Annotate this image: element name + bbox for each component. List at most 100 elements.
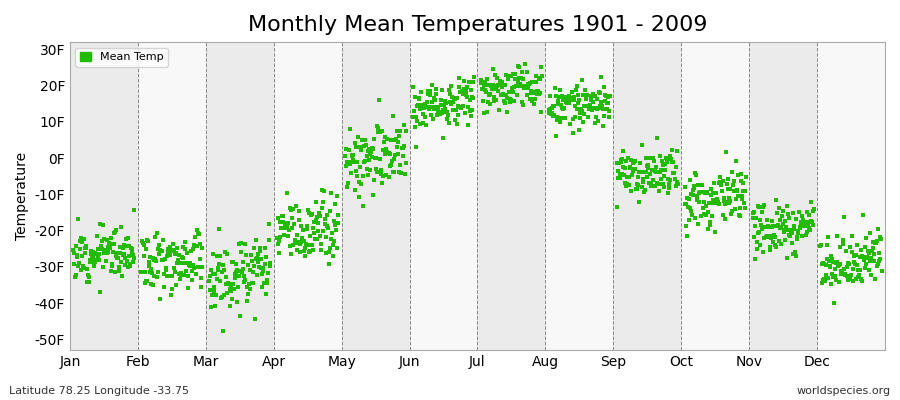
Point bbox=[465, 94, 480, 100]
Point bbox=[261, 270, 275, 277]
Point bbox=[125, 248, 140, 255]
Point bbox=[748, 256, 762, 262]
Point bbox=[791, 230, 806, 236]
Point bbox=[668, 176, 682, 182]
Point bbox=[669, 182, 683, 189]
Point bbox=[566, 94, 580, 100]
Point bbox=[482, 91, 497, 97]
Point bbox=[377, 139, 392, 146]
Point bbox=[341, 159, 356, 166]
Point bbox=[212, 261, 227, 267]
Point bbox=[338, 162, 353, 169]
Point bbox=[436, 134, 451, 141]
Point bbox=[173, 276, 187, 282]
Point bbox=[144, 280, 158, 287]
Point bbox=[363, 167, 377, 173]
Point bbox=[719, 198, 733, 205]
Point bbox=[108, 229, 122, 235]
Point bbox=[353, 164, 367, 171]
Point bbox=[76, 239, 90, 245]
Point bbox=[641, 162, 655, 168]
Point bbox=[76, 264, 91, 271]
Point bbox=[235, 269, 249, 276]
Point bbox=[657, 184, 671, 190]
Point bbox=[602, 108, 616, 115]
Point bbox=[769, 244, 783, 250]
Point bbox=[869, 262, 884, 269]
Point bbox=[716, 212, 730, 218]
Point bbox=[407, 108, 421, 114]
Point bbox=[412, 95, 427, 101]
Bar bbox=[749, 42, 817, 350]
Point bbox=[245, 258, 259, 264]
Point bbox=[826, 274, 841, 280]
Point bbox=[142, 268, 157, 275]
Point bbox=[635, 142, 650, 148]
Point bbox=[729, 196, 743, 203]
Point bbox=[322, 260, 337, 267]
Point bbox=[532, 90, 546, 97]
Point bbox=[423, 92, 437, 98]
Point bbox=[518, 61, 532, 67]
Point bbox=[856, 212, 870, 218]
Point bbox=[362, 157, 376, 163]
Point bbox=[618, 182, 633, 189]
Point bbox=[114, 259, 129, 266]
Point bbox=[305, 225, 320, 232]
Point bbox=[354, 180, 368, 187]
Point bbox=[750, 239, 764, 245]
Point bbox=[256, 265, 270, 272]
Point bbox=[834, 271, 849, 277]
Point bbox=[95, 238, 110, 244]
Point bbox=[160, 246, 175, 252]
Point bbox=[91, 254, 105, 260]
Point bbox=[760, 233, 775, 239]
Point bbox=[774, 241, 788, 247]
Point bbox=[763, 246, 778, 253]
Point bbox=[242, 281, 256, 288]
Point bbox=[420, 90, 435, 97]
Point bbox=[220, 251, 235, 258]
Point bbox=[756, 248, 770, 255]
Point bbox=[786, 210, 800, 216]
Point bbox=[688, 172, 703, 178]
Point bbox=[818, 278, 832, 284]
Point bbox=[274, 224, 288, 231]
Point bbox=[733, 212, 747, 219]
Point bbox=[428, 95, 442, 102]
Point bbox=[370, 123, 384, 129]
Point bbox=[261, 236, 275, 243]
Point bbox=[418, 121, 433, 128]
Point bbox=[501, 89, 516, 95]
Point bbox=[856, 254, 870, 260]
Point bbox=[211, 267, 225, 274]
Point bbox=[526, 96, 541, 102]
Point bbox=[845, 278, 859, 284]
Point bbox=[358, 136, 373, 143]
Point bbox=[567, 96, 581, 103]
Point bbox=[798, 222, 813, 228]
Point bbox=[625, 157, 639, 164]
Point bbox=[388, 136, 402, 143]
Point bbox=[72, 260, 86, 266]
Point bbox=[112, 268, 126, 275]
Point bbox=[238, 240, 252, 247]
Point bbox=[529, 72, 544, 79]
Point bbox=[70, 262, 85, 269]
Point bbox=[818, 272, 832, 278]
Point bbox=[166, 272, 180, 279]
Point bbox=[177, 246, 192, 252]
Point bbox=[382, 163, 397, 170]
Point bbox=[701, 225, 716, 232]
Point bbox=[574, 106, 589, 112]
Point bbox=[805, 199, 819, 205]
Point bbox=[684, 208, 698, 214]
Point bbox=[168, 251, 183, 257]
Point bbox=[386, 156, 400, 162]
Point bbox=[513, 80, 527, 87]
Point bbox=[287, 220, 302, 227]
Point bbox=[465, 95, 480, 102]
Point bbox=[717, 215, 732, 222]
Point bbox=[206, 288, 220, 294]
Point bbox=[751, 230, 765, 236]
